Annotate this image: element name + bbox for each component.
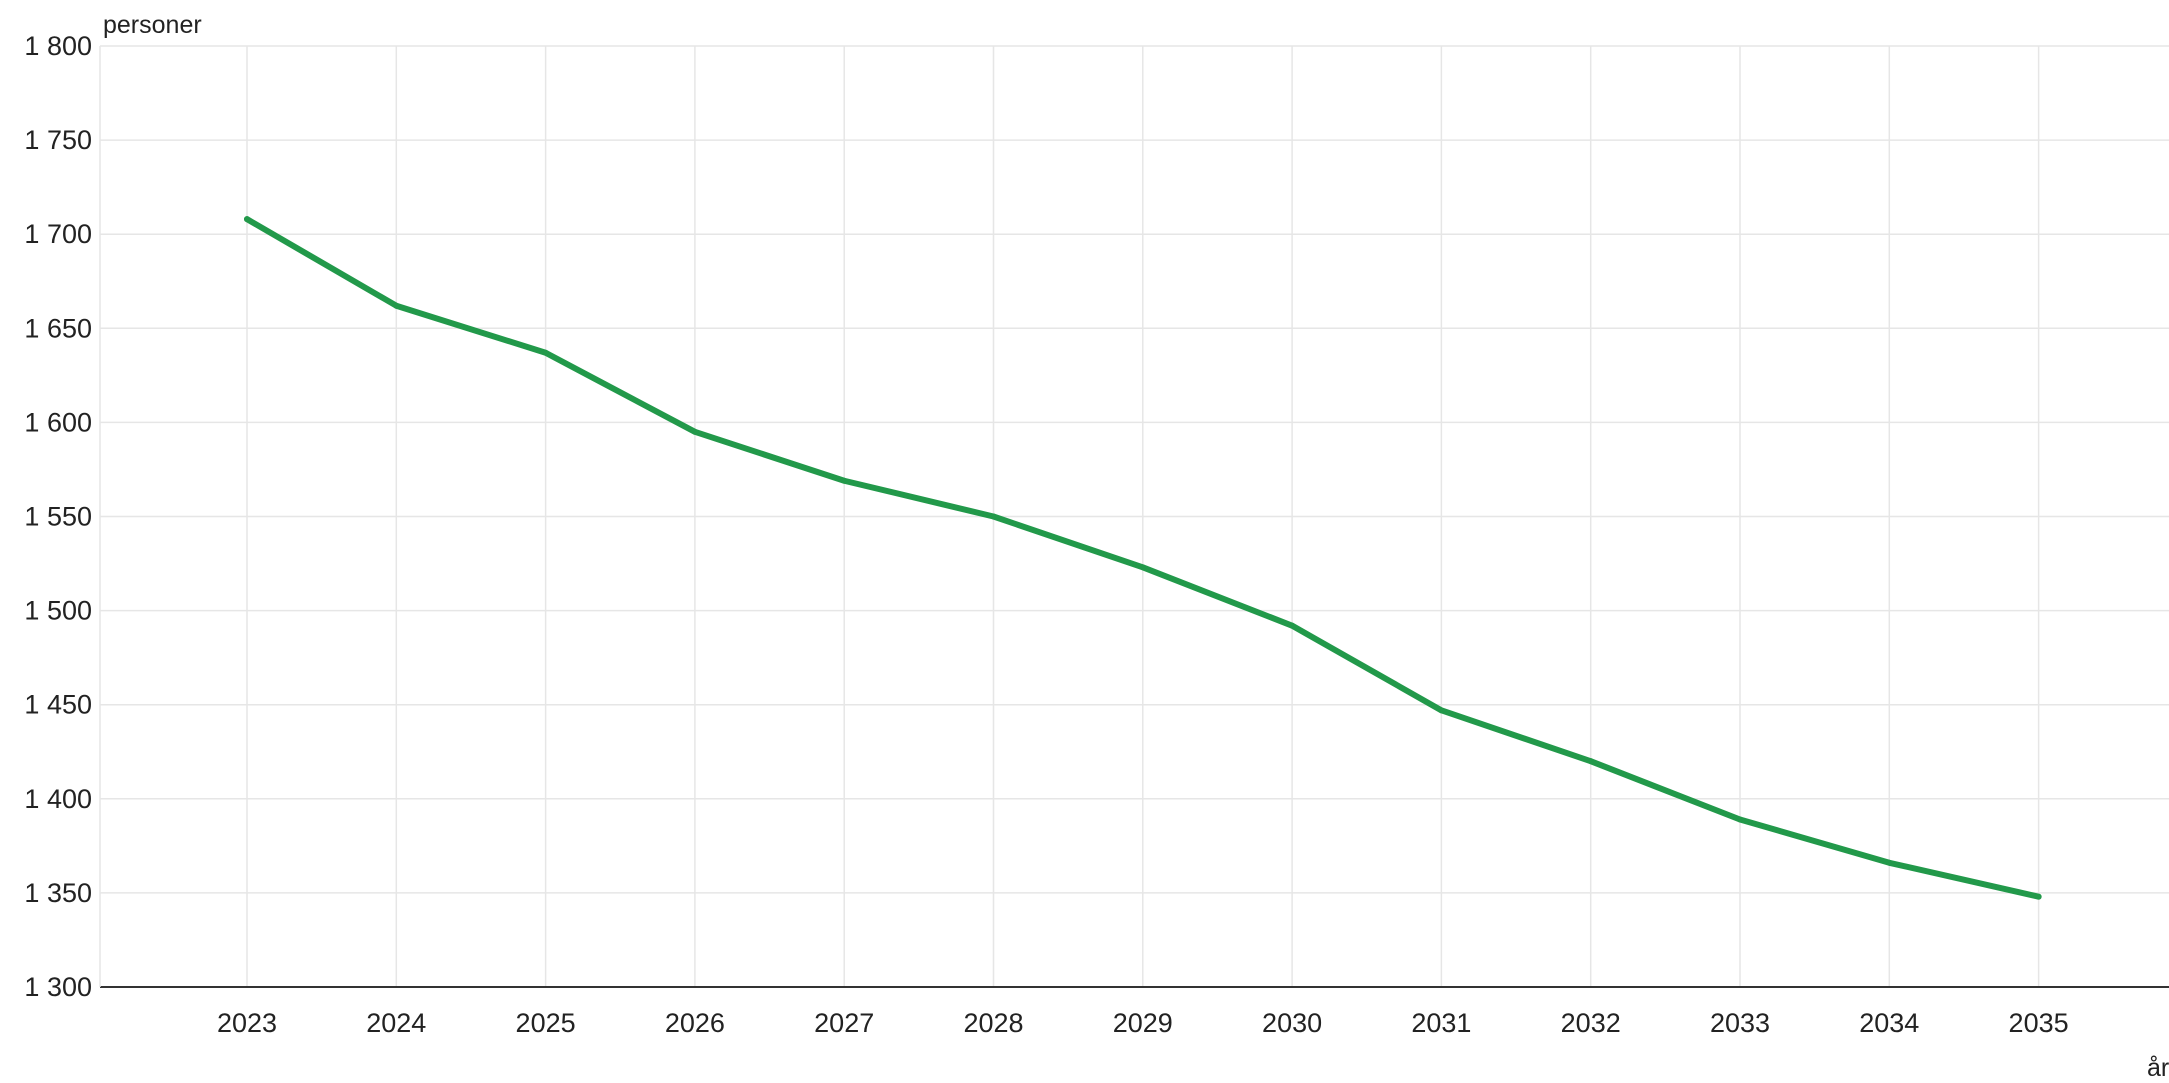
x-tick-label: 2034: [1859, 1008, 1919, 1038]
y-axis-tick-labels: 1 300 1 350 1 400 1 450 1 500 1 550 1 600 1 650…: [24, 31, 92, 1002]
horizontal-gridlines: [100, 45, 2169, 894]
y-tick-label: 1 650: [24, 313, 92, 343]
y-axis-unit-label: personer: [103, 11, 202, 39]
data-point: [1289, 622, 1296, 629]
x-tick-label: 2032: [1561, 1008, 1621, 1038]
y-tick-label: 1 400: [24, 784, 92, 814]
x-tick-label: 2030: [1262, 1008, 1322, 1038]
y-tick-label: 1 450: [24, 690, 92, 720]
x-tick-label: 2031: [1411, 1008, 1471, 1038]
data-point: [1139, 564, 1146, 571]
y-tick-label: 1 750: [24, 125, 92, 155]
x-tick-label: 2024: [366, 1008, 426, 1038]
x-axis-tick-labels: 2023 2024 2025 2026 2027 2028 2029 2030 2031 2032…: [217, 1008, 2069, 1038]
data-point: [841, 477, 848, 484]
y-tick-label: 1 500: [24, 596, 92, 626]
x-tick-label: 2035: [2009, 1008, 2069, 1038]
x-tick-label: 2028: [963, 1008, 1023, 1038]
series-group: [244, 216, 2042, 900]
x-axis-unit-label: år: [2147, 1054, 2169, 1082]
data-point: [393, 302, 400, 309]
data-point: [1886, 859, 1893, 866]
data-point: [1438, 707, 1445, 714]
x-tick-label: 2033: [1710, 1008, 1770, 1038]
data-point: [691, 428, 698, 435]
y-tick-label: 1 700: [24, 219, 92, 249]
y-tick-label: 1 600: [24, 407, 92, 437]
x-tick-label: 2025: [516, 1008, 576, 1038]
data-point: [244, 216, 250, 223]
data-point: [542, 349, 549, 356]
y-tick-label: 1 350: [24, 878, 92, 908]
x-tick-label: 2029: [1113, 1008, 1173, 1038]
data-point: [1587, 758, 1594, 765]
x-tick-label: 2026: [665, 1008, 725, 1038]
y-tick-label: 1 550: [24, 502, 92, 532]
data-point: [2035, 893, 2042, 900]
y-tick-label: 1 300: [24, 972, 92, 1002]
y-tick-label: 1 800: [24, 31, 92, 61]
data-point: [1737, 816, 1743, 823]
x-tick-label: 2023: [217, 1008, 277, 1038]
x-tick-label: 2027: [814, 1008, 874, 1038]
data-point: [990, 513, 997, 520]
